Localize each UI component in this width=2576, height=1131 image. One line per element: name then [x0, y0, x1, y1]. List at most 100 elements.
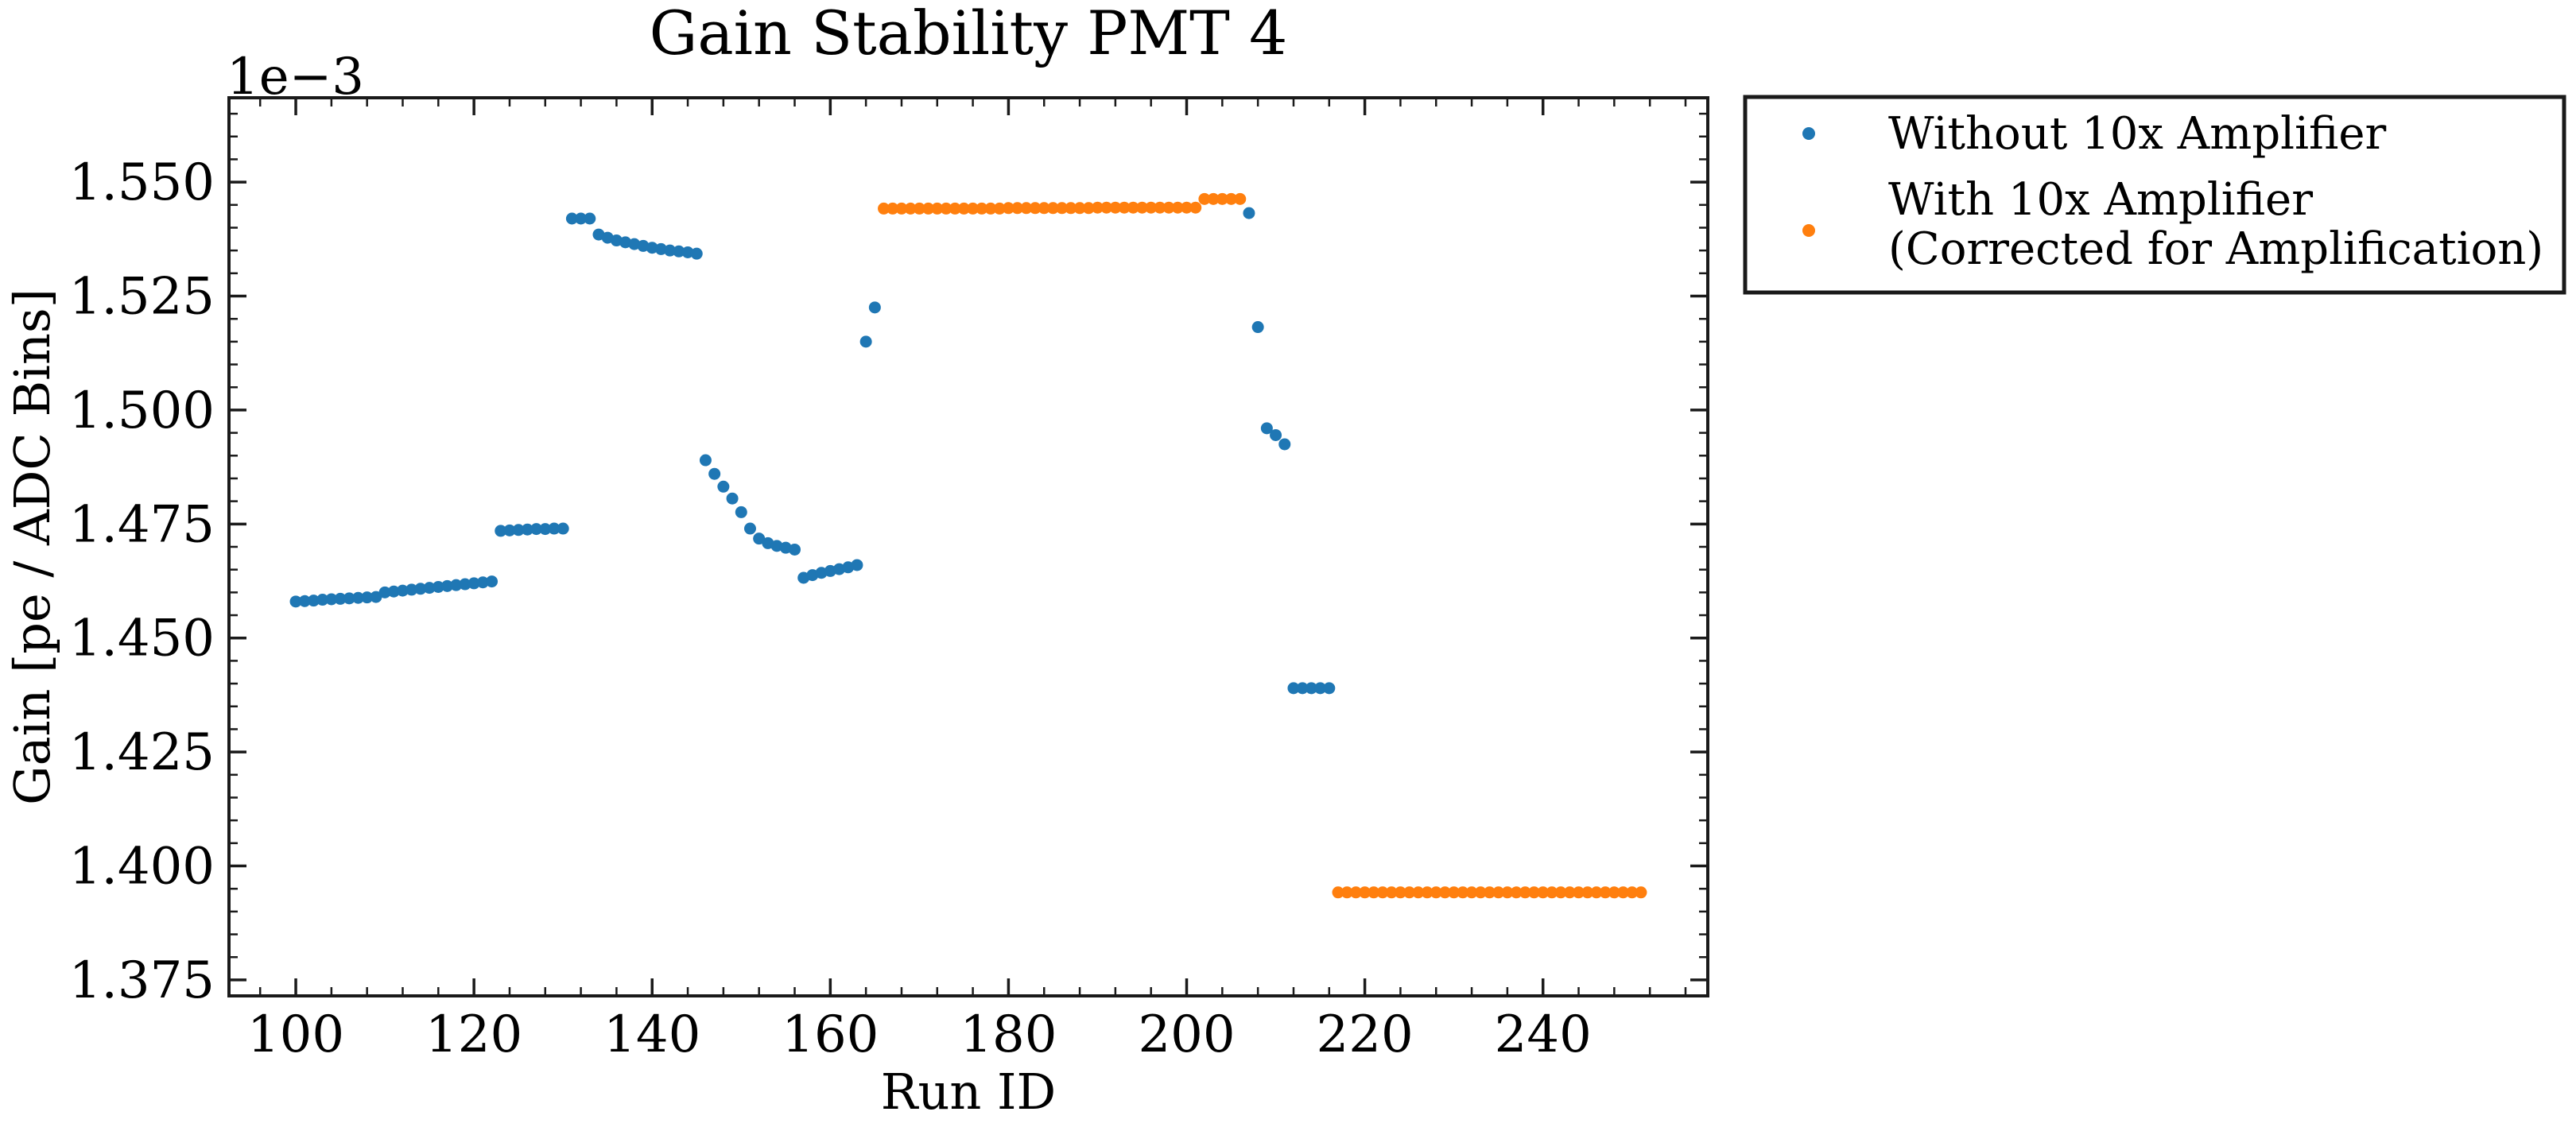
- point-with-amplifier: [957, 202, 970, 215]
- point-with-amplifier: [1056, 202, 1069, 215]
- point-with-amplifier: [1091, 201, 1104, 214]
- point-with-amplifier: [1599, 886, 1612, 899]
- point-with-amplifier: [1046, 202, 1059, 215]
- x-tick-label: 220: [1317, 1005, 1414, 1064]
- y-axis-label: Gain [pe / ADC Bins]: [3, 289, 61, 805]
- point-without-amplifier: [673, 245, 685, 258]
- data-points: [289, 192, 1647, 899]
- point-without-amplifier: [486, 575, 499, 588]
- point-without-amplifier: [512, 524, 525, 536]
- y-tick-label: 1.525: [69, 268, 215, 327]
- point-without-amplifier: [298, 595, 311, 607]
- y-tick-label: 1.425: [69, 723, 215, 782]
- point-without-amplifier: [743, 522, 756, 535]
- point-with-amplifier: [1011, 202, 1024, 215]
- point-with-amplifier: [1029, 202, 1042, 215]
- point-with-amplifier: [1189, 201, 1202, 214]
- point-without-amplifier: [779, 541, 792, 554]
- point-without-amplifier: [646, 242, 658, 254]
- point-with-amplifier: [1581, 886, 1594, 899]
- point-with-amplifier: [904, 202, 917, 215]
- point-without-amplifier: [467, 577, 480, 590]
- y-tick-label: 1.400: [69, 838, 215, 897]
- point-without-amplifier: [476, 576, 489, 589]
- point-with-amplifier: [1537, 886, 1550, 899]
- point-with-amplifier: [1492, 886, 1505, 899]
- point-without-amplifier: [316, 594, 329, 606]
- point-without-amplifier: [557, 522, 569, 535]
- point-with-amplifier: [1608, 886, 1620, 899]
- y-tick-label: 1.375: [69, 951, 215, 1010]
- plot-frame: [227, 96, 1709, 997]
- point-without-amplifier: [789, 543, 801, 556]
- point-with-amplifier: [1349, 886, 1362, 899]
- point-with-amplifier: [1546, 886, 1558, 899]
- point-without-amplifier: [343, 592, 355, 605]
- point-without-amplifier: [307, 595, 320, 607]
- point-with-amplifier: [940, 202, 952, 215]
- point-without-amplifier: [405, 583, 418, 596]
- point-without-amplifier: [806, 569, 819, 582]
- point-without-amplifier: [396, 584, 409, 597]
- point-with-amplifier: [976, 202, 988, 215]
- point-with-amplifier: [1590, 886, 1603, 899]
- point-with-amplifier: [1002, 202, 1014, 215]
- point-with-amplifier: [1635, 886, 1647, 899]
- point-with-amplifier: [1340, 886, 1353, 899]
- point-without-amplifier: [833, 563, 846, 575]
- x-tick-label: 240: [1495, 1005, 1592, 1064]
- point-without-amplifier: [717, 480, 730, 493]
- legend: Without 10x Amplifier With 10x Amplifier…: [1743, 95, 2566, 295]
- point-with-amplifier: [1554, 886, 1567, 899]
- point-with-amplifier: [1118, 201, 1131, 214]
- point-without-amplifier: [842, 561, 855, 574]
- point-with-amplifier: [1510, 886, 1523, 899]
- point-with-amplifier: [1162, 201, 1175, 214]
- point-without-amplifier: [414, 583, 427, 595]
- x-tick-label: 160: [782, 1005, 879, 1064]
- point-with-amplifier: [1528, 886, 1541, 899]
- point-without-amplifier: [387, 585, 400, 598]
- x-tick-label: 100: [247, 1005, 344, 1064]
- point-with-amplifier: [878, 202, 890, 215]
- point-without-amplifier: [325, 593, 338, 606]
- point-without-amplifier: [548, 522, 561, 535]
- point-with-amplifier: [1359, 886, 1371, 899]
- major-ticks: [229, 98, 1708, 996]
- legend-box: [1743, 95, 2566, 295]
- point-without-amplifier: [530, 523, 543, 536]
- point-without-amplifier: [1251, 321, 1264, 334]
- x-tick-label: 120: [425, 1005, 522, 1064]
- point-without-amplifier: [565, 212, 578, 225]
- y-tick-label: 1.550: [69, 153, 215, 212]
- point-without-amplifier: [708, 467, 721, 480]
- point-without-amplifier: [637, 239, 650, 252]
- point-without-amplifier: [521, 523, 533, 536]
- point-without-amplifier: [1243, 207, 1255, 219]
- y-tick-label: 1.475: [69, 495, 215, 554]
- point-with-amplifier: [1135, 201, 1148, 214]
- point-with-amplifier: [1020, 202, 1033, 215]
- point-with-amplifier: [886, 202, 899, 215]
- point-without-amplifier: [770, 540, 783, 552]
- point-with-amplifier: [1573, 886, 1585, 899]
- point-without-amplifier: [1323, 682, 1336, 695]
- point-without-amplifier: [664, 244, 677, 257]
- point-with-amplifier: [895, 202, 908, 215]
- point-without-amplifier: [334, 592, 347, 605]
- point-without-amplifier: [459, 578, 471, 591]
- point-with-amplifier: [1403, 886, 1416, 899]
- point-with-amplifier: [1519, 886, 1531, 899]
- point-with-amplifier: [1474, 886, 1487, 899]
- point-with-amplifier: [1394, 886, 1406, 899]
- point-without-amplifier: [815, 567, 828, 579]
- point-with-amplifier: [1154, 201, 1166, 214]
- chart-title: Gain Stability PMT 4: [650, 0, 1288, 68]
- point-with-amplifier: [949, 202, 961, 215]
- point-with-amplifier: [1385, 886, 1398, 899]
- point-without-amplifier: [361, 591, 374, 604]
- point-with-amplifier: [1065, 202, 1077, 215]
- point-with-amplifier: [1198, 192, 1211, 205]
- point-without-amplifier: [370, 591, 382, 603]
- point-without-amplifier: [351, 591, 364, 604]
